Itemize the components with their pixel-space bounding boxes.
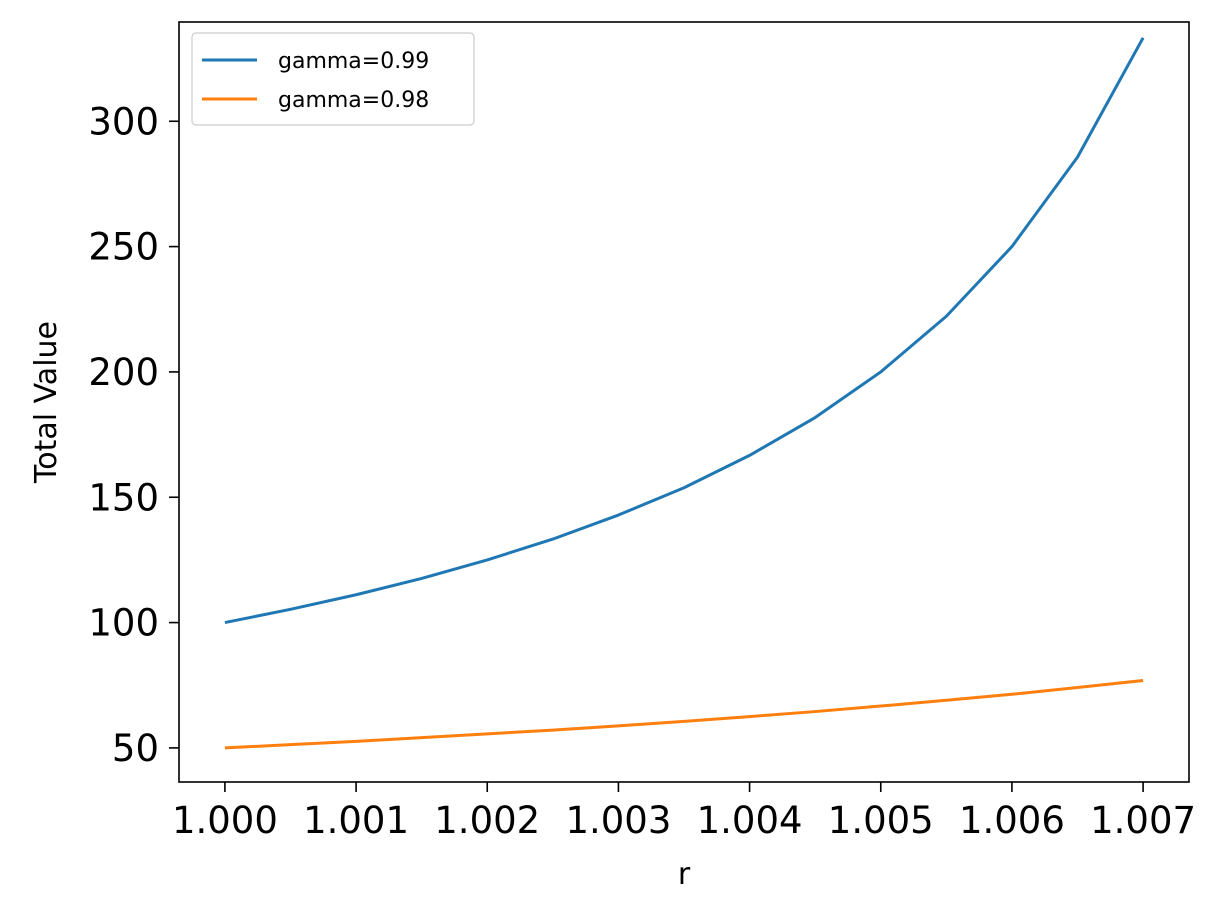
series-line-gamma-0-99 [224,37,1145,625]
series-line-gamma-0-98 [224,678,1144,750]
x-tick-label: 1.004 [697,799,803,842]
y-tick-label: 150 [88,476,159,519]
x-tick-label: 1.007 [1090,799,1196,842]
x-tick-label: 1.000 [172,799,278,842]
x-tick-label: 1.005 [828,799,934,842]
series-layer [224,37,1145,750]
y-tick-label: 100 [88,602,159,645]
legend-label-gamma-0-99: gamma=0.99 [278,49,429,74]
y-tick-label: 200 [88,351,159,394]
plot-area [179,22,1189,782]
legend: gamma=0.99 gamma=0.98 [191,32,475,126]
x-axis-label: r [678,857,691,892]
legend-box [191,32,475,126]
legend-label-gamma-0-98: gamma=0.98 [278,88,429,113]
y-axis-label: Total Value [29,321,64,484]
x-tick-label: 1.006 [959,799,1065,842]
x-tick-label: 1.002 [434,799,540,842]
x-axis-ticks: 1.000 1.001 1.002 1.003 1.004 1.005 1.006 1.007 [172,782,1196,842]
y-axis-ticks: 50 100 150 200 250 300 [88,100,179,770]
y-tick-label: 50 [112,727,159,770]
plot-frame [178,21,1190,783]
x-tick-label: 1.003 [565,799,671,842]
y-tick-label: 250 [88,226,159,269]
y-tick-label: 300 [88,100,159,143]
x-tick-label: 1.001 [303,799,409,842]
